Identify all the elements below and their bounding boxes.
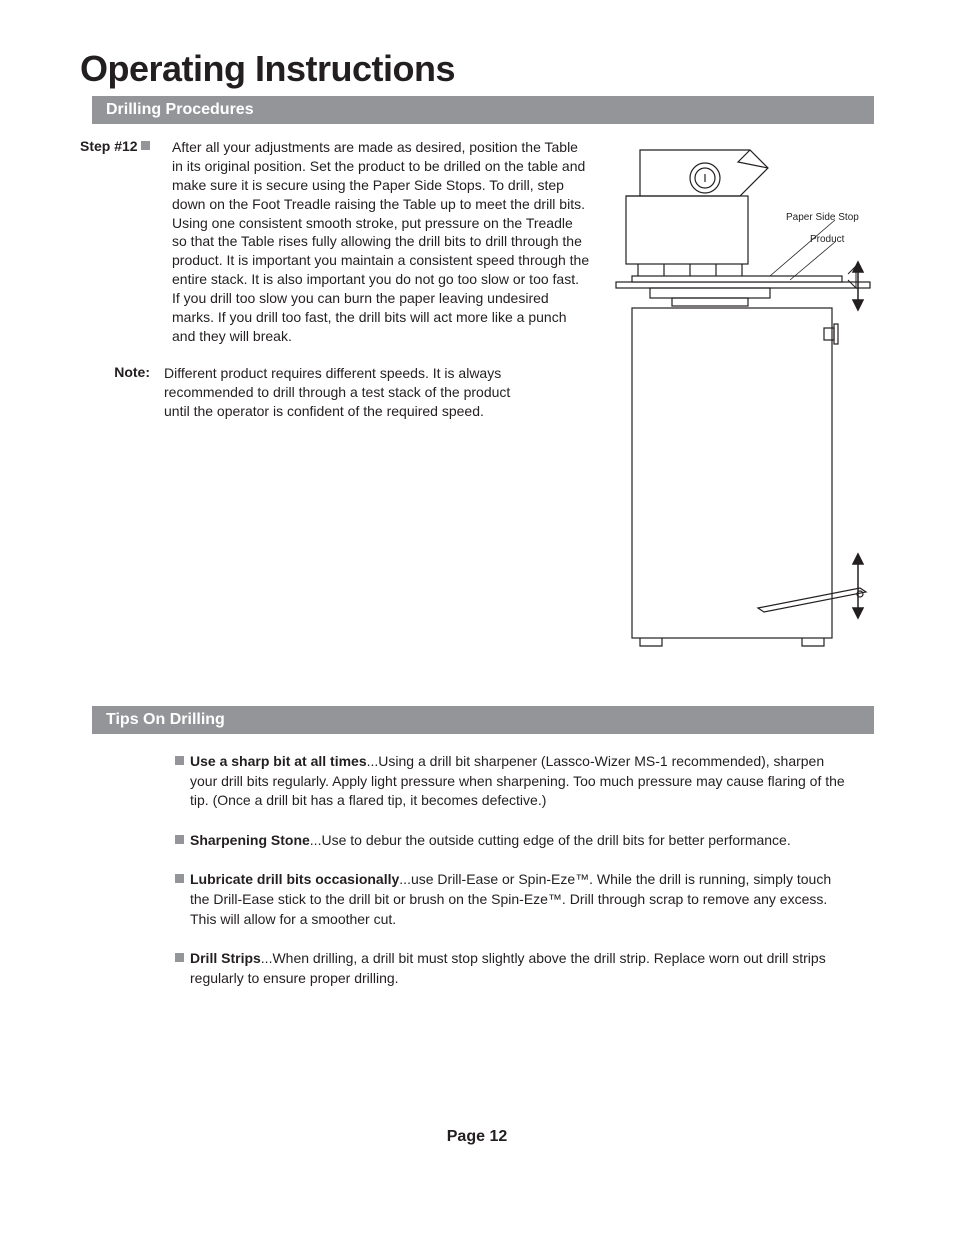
step-label: Step #12: [80, 138, 172, 346]
bullet-icon: [175, 953, 184, 962]
note-label: Note:: [80, 364, 164, 421]
tip-item: Use a sharp bit at all times...Using a d…: [175, 752, 854, 811]
drill-machine-diagram: Paper Side Stop Product: [610, 138, 880, 678]
content-row: Step #12 After all your adjustments are …: [80, 138, 874, 678]
tip-item: Lubricate drill bits occasionally...use …: [175, 870, 854, 929]
bullet-icon: [141, 141, 150, 150]
bullet-icon: [175, 874, 184, 883]
text-column: Step #12 After all your adjustments are …: [80, 138, 590, 678]
figure-column: Paper Side Stop Product: [590, 138, 880, 678]
page: Operating Instructions Drilling Procedur…: [0, 0, 954, 1186]
tips-list: Use a sharp bit at all times...Using a d…: [80, 752, 874, 988]
label-product: Product: [810, 234, 845, 245]
step-text: After all your adjustments are made as d…: [172, 138, 590, 346]
step-block: Step #12 After all your adjustments are …: [80, 138, 590, 346]
section-heading-drilling: Drilling Procedures: [92, 96, 874, 124]
page-footer: Page 12: [80, 1128, 874, 1146]
tip-item: Drill Strips...When drilling, a drill bi…: [175, 949, 854, 988]
tip-item: Sharpening Stone...Use to debur the outs…: [175, 831, 854, 851]
bullet-icon: [175, 756, 184, 765]
bullet-icon: [175, 835, 184, 844]
note-block: Note: Different product requires differe…: [80, 364, 590, 421]
section-heading-tips: Tips On Drilling: [92, 706, 874, 734]
page-title: Operating Instructions: [80, 48, 874, 90]
note-text: Different product requires different spe…: [164, 364, 514, 421]
label-paper-side-stop: Paper Side Stop: [786, 212, 859, 223]
